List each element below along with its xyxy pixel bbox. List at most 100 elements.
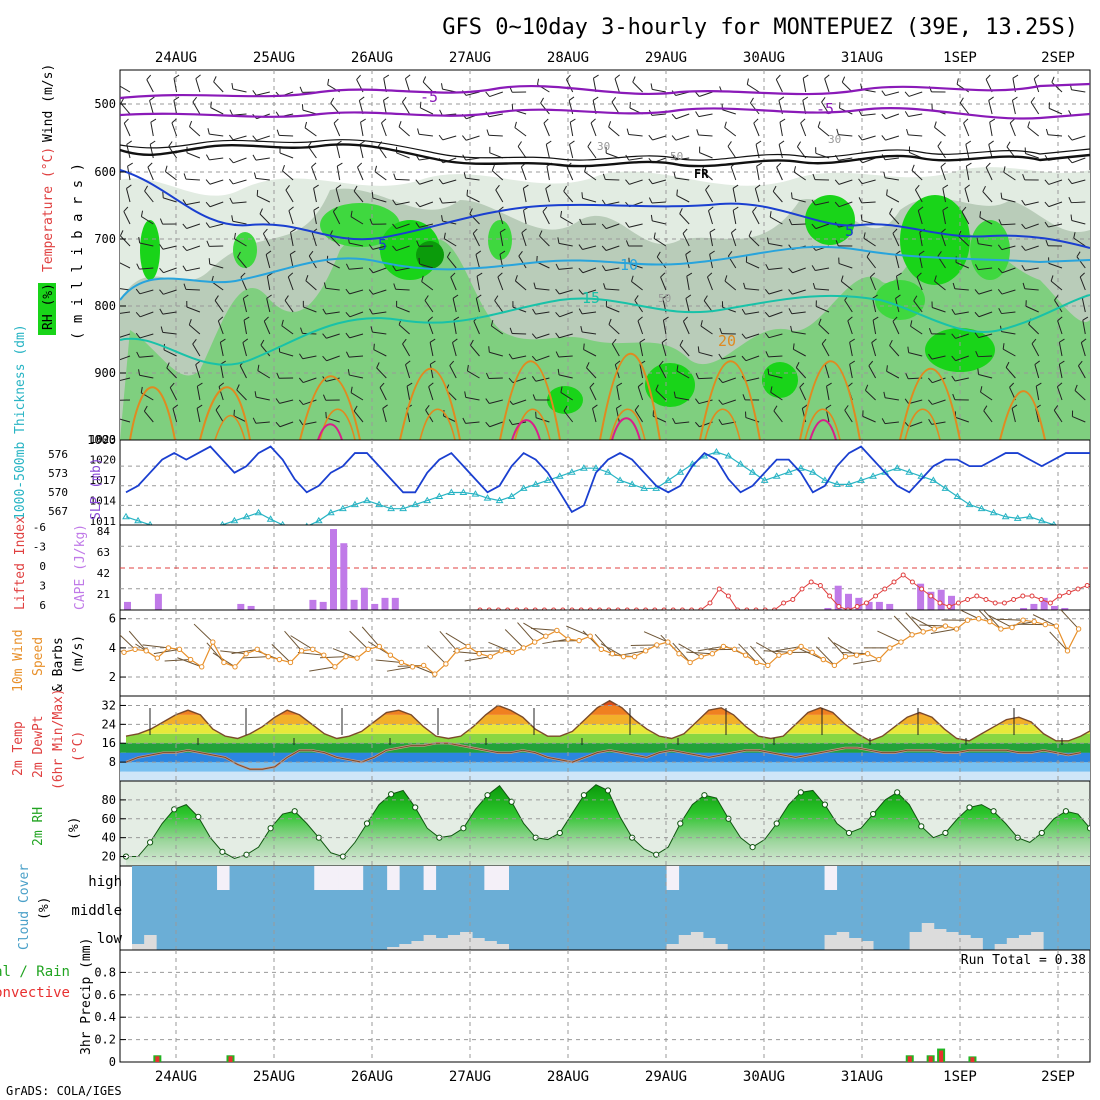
- wind-barb-flag: [974, 264, 979, 270]
- wind-barb-flag: [1081, 338, 1087, 343]
- wind-barb-flag: [159, 289, 164, 295]
- wind-barb-flag: [425, 404, 430, 411]
- wind-speed-point: [964, 617, 971, 623]
- wind-barb-flag: [719, 327, 723, 334]
- wind-barb-flag: [974, 311, 980, 318]
- slp-series: [125, 445, 1090, 514]
- wind-barb-flag: [357, 162, 363, 168]
- cloud-low: [1031, 932, 1044, 950]
- wind-barb: [139, 311, 154, 318]
- cloud-low: [678, 935, 692, 950]
- li-point: [836, 604, 842, 609]
- wind-barb: [357, 166, 364, 181]
- wind-barb-flag: [1021, 245, 1026, 251]
- wind-speed-point: [853, 652, 860, 658]
- wind-barb-flag: [682, 228, 688, 234]
- wind-barb: [279, 421, 294, 428]
- wind-barb: [913, 300, 923, 313]
- rh-point: [147, 839, 154, 846]
- wind-barb: [778, 144, 783, 159]
- wind-barb: [661, 342, 667, 357]
- wind-barb: [382, 408, 387, 423]
- thickness-point: [314, 516, 323, 524]
- rh-point: [556, 829, 563, 837]
- wind-barb: [232, 201, 247, 204]
- wind-speed-point: [765, 662, 771, 669]
- wind-speed-point: [454, 648, 460, 654]
- wind-barb-flag: [1035, 382, 1042, 387]
- wind-barb-flag: [705, 184, 710, 191]
- wind-barb: [885, 91, 900, 97]
- wind-barb-flag: [602, 173, 606, 180]
- wind-barb-flag: [1050, 275, 1054, 282]
- wind-barb: [234, 238, 247, 247]
- date-label-bottom: 25AUG: [253, 1069, 295, 1085]
- thickness-point: [507, 492, 516, 500]
- wind-barb: [396, 245, 410, 252]
- wind-barb-flag: [965, 140, 972, 145]
- wind-barb-flag: [195, 360, 201, 366]
- wind-barb-flag: [792, 343, 795, 350]
- wind-barb: [262, 233, 271, 247]
- wind-barb-flag: [360, 118, 366, 123]
- wind-barb: [429, 364, 434, 379]
- wind-barb-flag: [188, 319, 192, 326]
- wind-barb: [504, 629, 524, 649]
- wind-barb: [838, 201, 853, 208]
- wind-barb-flag: [127, 162, 133, 167]
- wind-barb: [824, 364, 830, 379]
- wind-barb: [815, 646, 835, 666]
- wind-barb-flag: [812, 282, 816, 290]
- precip-ylabel-1: Total / Rain: [0, 964, 70, 980]
- wind-barb-flag: [440, 83, 443, 90]
- temp-band: [126, 700, 1090, 706]
- wind-speed-point: [321, 652, 327, 658]
- wind-barb: [143, 410, 154, 423]
- wind-barb-flag: [983, 405, 988, 412]
- wind-speed-point: [809, 649, 815, 655]
- wind-barb-flag: [214, 295, 219, 301]
- wind-barb: [932, 377, 946, 384]
- cape-bar: [1020, 607, 1028, 610]
- li-point: [1020, 593, 1026, 599]
- wind-barb: [120, 311, 131, 314]
- wind-barb: [232, 88, 247, 93]
- wind-ylabel-1: 10m Wind: [11, 629, 26, 692]
- wind-barb-flag: [123, 118, 129, 124]
- temp-tick: 32: [102, 698, 116, 712]
- wind-barb: [792, 267, 806, 274]
- wind-barb-flag: [469, 208, 473, 215]
- wind-barb-flag: [299, 353, 304, 360]
- wind-barb-flag: [118, 256, 119, 262]
- wind-barb: [305, 280, 317, 291]
- wind-barb-flag: [126, 184, 132, 189]
- wind-barb-flag: [796, 141, 802, 148]
- wind-speed-point: [232, 664, 238, 670]
- thickness-point: [242, 512, 251, 520]
- wind-speed-point: [798, 643, 804, 650]
- precip-ylabel-3: 3hr Precip (mm): [79, 938, 94, 1055]
- wind-barb-flag: [470, 339, 474, 346]
- cloud-low: [484, 941, 497, 950]
- thickness-point: [326, 508, 335, 516]
- cloud-high: [326, 866, 339, 890]
- cloud-low: [848, 938, 862, 950]
- wind-barb-flag: [555, 263, 560, 270]
- wind-barb-flag: [904, 111, 909, 117]
- wind-barb-flag: [1005, 361, 1010, 368]
- wind-barb-flag: [639, 338, 646, 343]
- thickness-point: [989, 508, 998, 516]
- wind-barb: [172, 408, 178, 423]
- wind-barb-flag: [345, 332, 350, 339]
- cloud-level-high: high: [88, 874, 122, 890]
- wind-barb: [752, 211, 760, 225]
- wind-speed-point: [920, 629, 926, 635]
- wind-barb: [144, 190, 154, 203]
- wind-barb-flag: [1044, 201, 1050, 207]
- wind-barb-flag: [415, 222, 420, 228]
- wind-barb: [919, 624, 946, 627]
- wind-barb: [424, 300, 434, 313]
- wind-barb-flag: [889, 339, 893, 346]
- wind-barb-flag: [299, 419, 304, 425]
- wind-barb-flag: [886, 189, 888, 196]
